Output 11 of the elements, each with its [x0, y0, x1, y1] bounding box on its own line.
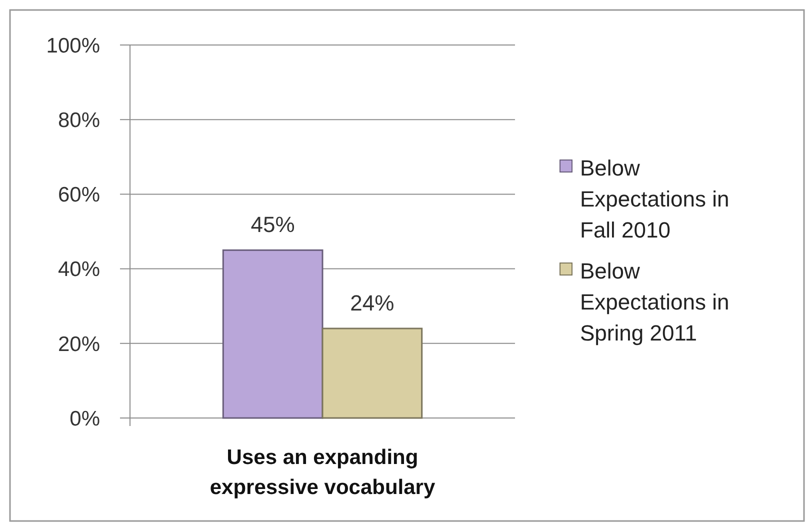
legend-label: Below Expectations in Spring 2011	[580, 258, 730, 346]
y-tick-label: 40%	[58, 258, 100, 282]
y-tick-label: 100%	[46, 34, 100, 58]
y-tick-label: 20%	[58, 332, 100, 356]
data-label: 45%	[250, 212, 295, 238]
y-tick-label: 0%	[70, 407, 100, 430]
legend-label: Below Expectations in Fall 2010	[580, 156, 730, 243]
y-tick-label: 80%	[58, 108, 100, 132]
x-tick-label: Uses an expanding expressive vocabulary	[210, 446, 436, 499]
y-tick-label: 60%	[58, 184, 100, 207]
data-label: 24%	[350, 290, 394, 316]
